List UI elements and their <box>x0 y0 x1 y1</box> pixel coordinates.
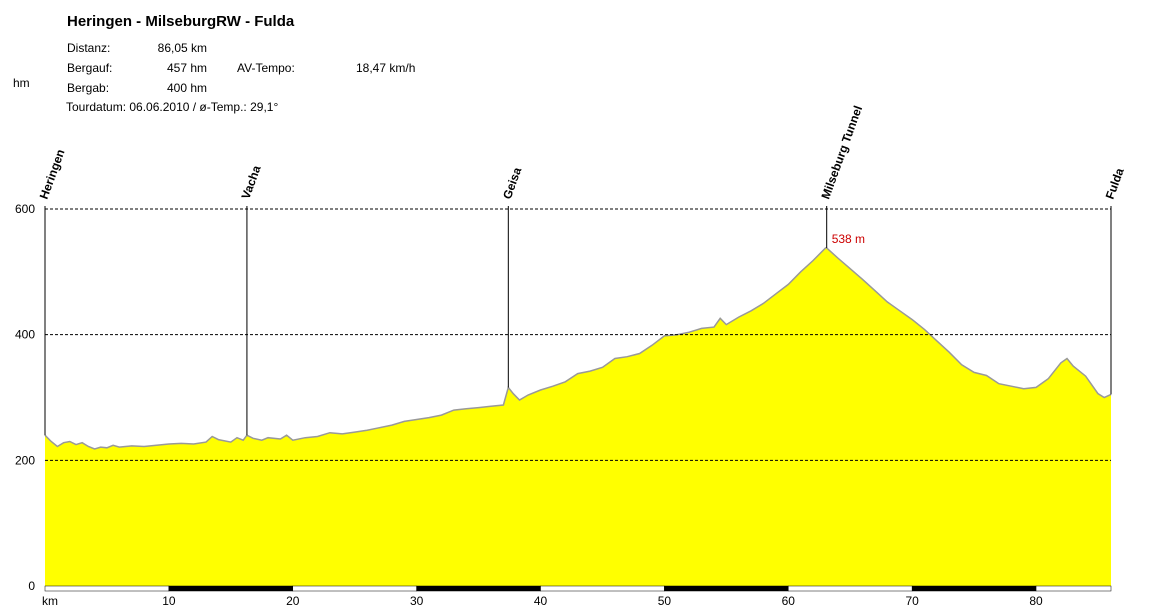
waypoint-label: Milseburg Tunnel <box>818 104 865 201</box>
waypoint-label: Vacha <box>239 163 264 201</box>
x-axis-segment <box>911 585 1037 592</box>
x-axis-segment <box>416 585 541 592</box>
y-tick-label: 200 <box>15 453 35 467</box>
tourdatum-info: Tourdatum: 06.06.2010 / ø-Temp.: 29,1° <box>66 100 279 114</box>
x-axis-segment <box>788 585 913 592</box>
bergab-value: 400 hm <box>166 81 207 95</box>
y-tick-label: 600 <box>15 202 35 216</box>
x-tick-label: 30 <box>410 594 424 608</box>
bergab-label: Bergab: <box>67 81 110 95</box>
waypoint-label: Geisa <box>500 165 524 201</box>
waypoint-label: Heringen <box>37 147 68 201</box>
x-tick-label: 80 <box>1029 594 1043 608</box>
tempo-value: 18,47 km/h <box>356 61 416 75</box>
x-axis-segment <box>292 585 417 592</box>
x-axis-segment <box>540 585 665 592</box>
x-axis-segment <box>44 585 170 592</box>
tempo-label: AV-Tempo: <box>237 61 295 75</box>
bergauf-label: Bergauf: <box>67 61 113 75</box>
elevation-area <box>45 248 1111 586</box>
elevation-outline <box>44 247 1112 450</box>
x-tick-label: 60 <box>782 594 796 608</box>
x-axis-segment <box>1035 585 1112 592</box>
y-tick-label: 0 <box>28 579 35 593</box>
x-axis-segment <box>664 585 789 592</box>
distanz-value: 86,05 km <box>157 41 207 55</box>
x-axis-segment <box>168 585 294 592</box>
x-tick-label: 10 <box>162 594 176 608</box>
waypoint-label: Fulda <box>1103 166 1127 201</box>
x-tick-label: 20 <box>286 594 300 608</box>
x-axis-label: km <box>42 594 58 608</box>
chart-title: Heringen - MilseburgRW - Fulda <box>67 13 295 30</box>
x-tick-label: 50 <box>658 594 672 608</box>
peak-elevation-label: 538 m <box>832 232 865 246</box>
x-tick-label: 70 <box>905 594 919 608</box>
y-axis-unit-label: hm <box>13 76 30 90</box>
y-tick-label: 400 <box>15 328 35 342</box>
x-tick-label: 40 <box>534 594 548 608</box>
distanz-label: Distanz: <box>67 41 111 55</box>
bergauf-value: 457 hm <box>166 61 207 75</box>
